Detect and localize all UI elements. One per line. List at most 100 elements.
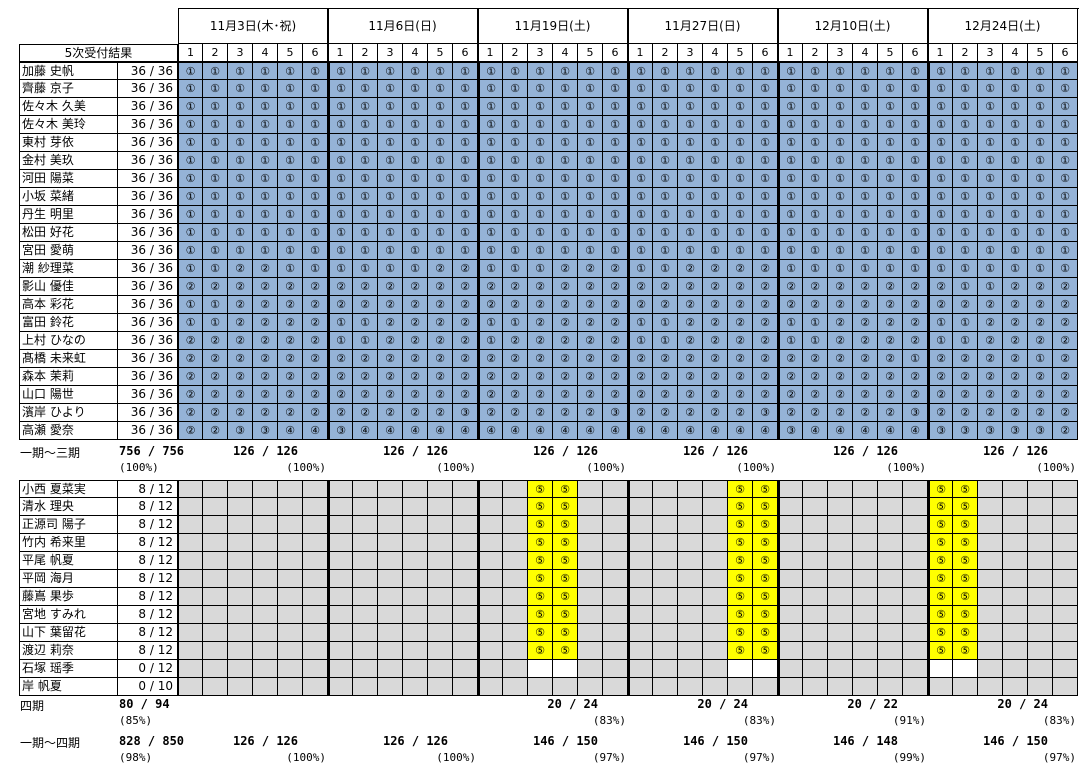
member-name: 平尾 帆夏: [19, 552, 118, 570]
empty-slot: [303, 588, 328, 606]
slot-mark: ④: [503, 422, 528, 440]
slot-mark: ①: [378, 62, 403, 80]
member-name: 丹生 明里: [19, 206, 118, 224]
slot-mark: ①: [528, 206, 553, 224]
empty-slot: [553, 660, 578, 678]
empty-slot: [353, 660, 378, 678]
slot-mark: ①: [328, 242, 353, 260]
empty-slot: [228, 552, 253, 570]
slot-mark: ①: [428, 242, 453, 260]
member-name: 宮地 すみれ: [19, 606, 118, 624]
slot-mark: ②: [1003, 296, 1028, 314]
slot-mark: ①: [228, 224, 253, 242]
empty-slot: [1003, 552, 1028, 570]
slot-mark: ⑤: [953, 642, 978, 660]
slot-mark: ②: [253, 278, 278, 296]
empty-slot: [903, 624, 928, 642]
slot-mark: ②: [253, 386, 278, 404]
empty-slot: [903, 642, 928, 660]
slot-mark: ①: [278, 116, 303, 134]
empty-slot: [353, 498, 378, 516]
slot-mark: ②: [453, 350, 478, 368]
slot-mark: ①: [753, 188, 778, 206]
slot-mark: ①: [853, 98, 878, 116]
empty-slot: [178, 624, 203, 642]
member-name: 高本 彩花: [19, 296, 118, 314]
member-name: 高瀬 愛奈: [19, 422, 118, 440]
empty-slot: [728, 678, 753, 696]
slot-mark: ①: [428, 188, 453, 206]
slot-mark: ①: [728, 80, 753, 98]
part-number: 1: [778, 44, 803, 62]
empty-slot: [828, 570, 853, 588]
date-total-percent: (100%): [1036, 461, 1076, 474]
empty-slot: [303, 606, 328, 624]
empty-slot: [628, 480, 653, 498]
slot-mark: ⑤: [753, 516, 778, 534]
member-name: 森本 茉莉: [19, 368, 118, 386]
slot-mark: ②: [903, 386, 928, 404]
empty-slot: [1003, 570, 1028, 588]
slot-mark: ②: [353, 350, 378, 368]
member-name: 佐々木 美玲: [19, 116, 118, 134]
slot-mark: ②: [878, 332, 903, 350]
slot-mark: ①: [1028, 116, 1053, 134]
empty-slot: [303, 552, 328, 570]
slot-mark: ①: [603, 134, 628, 152]
slot-mark: ②: [778, 404, 803, 422]
slot-mark: ①: [603, 224, 628, 242]
empty-slot: [703, 660, 728, 678]
slot-mark: ①: [678, 242, 703, 260]
date-separator: [327, 480, 329, 696]
slot-mark: ②: [553, 260, 578, 278]
date-total: 146 / 150: [682, 734, 748, 748]
slot-mark: ①: [578, 170, 603, 188]
slot-mark: ①: [578, 188, 603, 206]
empty-slot: [1053, 606, 1078, 624]
slot-mark: ②: [653, 350, 678, 368]
slot-mark: ②: [853, 296, 878, 314]
empty-slot: [728, 660, 753, 678]
empty-slot: [1028, 606, 1053, 624]
slot-mark: ②: [928, 278, 953, 296]
summary-total: 80 / 94: [119, 697, 170, 711]
slot-mark: ①: [878, 116, 903, 134]
slot-mark: ⑤: [953, 552, 978, 570]
empty-slot: [978, 678, 1003, 696]
slot-mark: ②: [528, 368, 553, 386]
date-total-percent: (91%): [892, 714, 926, 727]
empty-slot: [628, 642, 653, 660]
member-score: 36 / 36: [118, 152, 178, 170]
slot-mark: ①: [578, 224, 603, 242]
member-score: 8 / 12: [118, 624, 178, 642]
slot-mark: ①: [178, 242, 203, 260]
slot-mark: ②: [453, 296, 478, 314]
slot-mark: ①: [178, 314, 203, 332]
member-name: 渡辺 莉奈: [19, 642, 118, 660]
slot-mark: ②: [378, 368, 403, 386]
slot-mark: ①: [628, 314, 653, 332]
empty-slot: [378, 534, 403, 552]
slot-mark: ①: [628, 98, 653, 116]
slot-mark: ①: [903, 134, 928, 152]
empty-slot: [603, 480, 628, 498]
slot-mark: ①: [528, 242, 553, 260]
slot-mark: ②: [303, 314, 328, 332]
slot-mark: ①: [503, 116, 528, 134]
slot-mark: ①: [903, 98, 928, 116]
slot-mark: ②: [428, 260, 453, 278]
slot-mark: ③: [228, 422, 253, 440]
slot-mark: ②: [878, 314, 903, 332]
empty-slot: [378, 678, 403, 696]
slot-mark: ②: [878, 350, 903, 368]
slot-mark: ①: [953, 206, 978, 224]
empty-slot: [878, 480, 903, 498]
slot-mark: ②: [303, 350, 328, 368]
slot-mark: ②: [278, 332, 303, 350]
member-score: 8 / 12: [118, 552, 178, 570]
empty-slot: [278, 498, 303, 516]
slot-mark: ①: [453, 80, 478, 98]
empty-slot: [278, 606, 303, 624]
empty-slot: [403, 660, 428, 678]
slot-mark: ⑤: [553, 480, 578, 498]
